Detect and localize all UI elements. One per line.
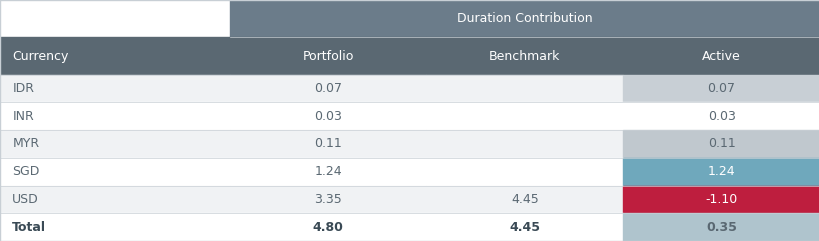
Text: Active: Active [701, 50, 740, 62]
Bar [426, 213, 622, 241]
Text: 4.45: 4.45 [510, 193, 538, 206]
Text: 4.80: 4.80 [312, 221, 343, 234]
Bar [229, 37, 426, 75]
Text: 1.24: 1.24 [314, 165, 342, 178]
Text: USD: USD [12, 193, 39, 206]
Bar [426, 130, 622, 158]
Text: Duration Contribution: Duration Contribution [456, 12, 592, 25]
Text: 3.35: 3.35 [314, 193, 342, 206]
Text: Currency: Currency [12, 50, 69, 62]
Bar [622, 213, 819, 241]
Bar [229, 130, 426, 158]
Bar [0, 75, 229, 102]
Text: Benchmark: Benchmark [488, 50, 560, 62]
Text: 1.24: 1.24 [707, 165, 735, 178]
Bar [622, 186, 819, 213]
Bar [622, 37, 819, 75]
Text: 0.03: 0.03 [707, 110, 735, 123]
Bar [0, 130, 229, 158]
Text: IDR: IDR [12, 82, 34, 95]
Bar [229, 213, 426, 241]
Bar [0, 102, 229, 130]
Bar [229, 158, 426, 186]
Bar [0, 37, 229, 75]
Bar [622, 75, 819, 102]
Text: SGD: SGD [12, 165, 39, 178]
Text: 0.11: 0.11 [707, 138, 735, 150]
Text: 0.07: 0.07 [314, 82, 342, 95]
Text: Portfolio: Portfolio [302, 50, 353, 62]
Bar [426, 102, 622, 130]
Bar [426, 75, 622, 102]
Text: MYR: MYR [12, 138, 39, 150]
Bar [622, 158, 819, 186]
Text: 0.35: 0.35 [705, 221, 736, 234]
Bar [622, 130, 819, 158]
Text: -1.10: -1.10 [704, 193, 737, 206]
Bar [0, 186, 229, 213]
Text: INR: INR [12, 110, 34, 123]
Text: 4.45: 4.45 [509, 221, 540, 234]
Bar [229, 0, 819, 37]
Bar [229, 102, 426, 130]
Bar [426, 186, 622, 213]
Text: Total: Total [12, 221, 46, 234]
Bar [229, 186, 426, 213]
Text: 0.07: 0.07 [707, 82, 735, 95]
Bar [229, 75, 426, 102]
Text: 0.11: 0.11 [314, 138, 342, 150]
Bar [622, 102, 819, 130]
Bar [426, 37, 622, 75]
Bar [426, 158, 622, 186]
Bar [0, 158, 229, 186]
Bar [0, 213, 229, 241]
Text: 0.03: 0.03 [314, 110, 342, 123]
